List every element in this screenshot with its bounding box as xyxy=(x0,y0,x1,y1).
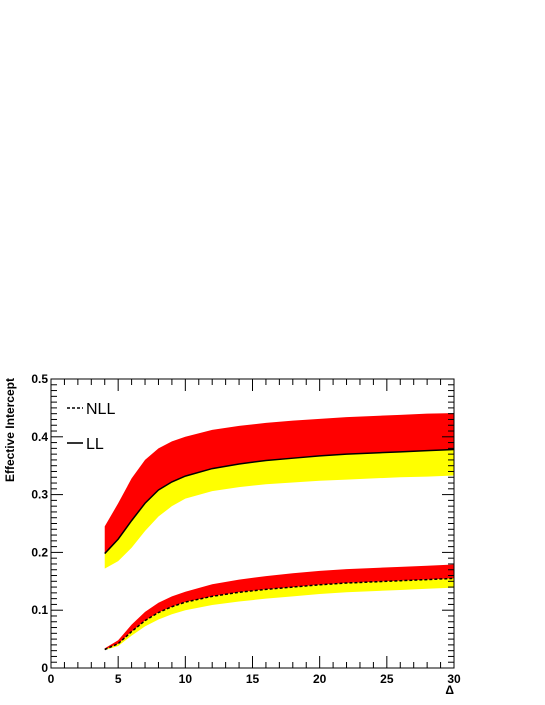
legend: NLL LL xyxy=(67,401,115,453)
legend-nll-label: NLL xyxy=(86,401,115,418)
ll-upper-band xyxy=(104,413,454,554)
ll-curve xyxy=(104,448,455,555)
x-tick-label: 30 xyxy=(447,672,461,686)
x-tick-label: 20 xyxy=(313,672,327,686)
nll-curve xyxy=(104,577,455,651)
x-axis-label: Δ xyxy=(445,683,454,697)
x-tick-label: 10 xyxy=(179,672,193,686)
nll-lower-band xyxy=(104,578,454,651)
x-axis: 0 5 10 15 20 25 30 xyxy=(48,379,461,686)
nll-upper-band xyxy=(104,564,454,650)
y-tick-label: 0.5 xyxy=(31,372,48,386)
y-tick-label: 0 xyxy=(41,661,48,675)
y-tick-label: 0.4 xyxy=(31,430,48,444)
y-tick-label: 0.2 xyxy=(31,545,48,559)
x-tick-label: 25 xyxy=(380,672,394,686)
central-curves xyxy=(104,448,455,651)
y-axis-label: Effective Intercept xyxy=(3,378,17,482)
y-axis: 0 0.1 0.2 0.3 0.4 0.5 xyxy=(31,372,454,675)
x-tick-label: 5 xyxy=(115,672,122,686)
x-tick-label: 15 xyxy=(246,672,260,686)
uncertainty-bands xyxy=(104,413,454,651)
ll-lower-band xyxy=(104,449,454,569)
x-tick-label: 0 xyxy=(48,672,55,686)
y-tick-label: 0.1 xyxy=(31,603,48,617)
legend-ll-label: LL xyxy=(86,436,104,453)
y-tick-label: 0.3 xyxy=(31,488,48,502)
